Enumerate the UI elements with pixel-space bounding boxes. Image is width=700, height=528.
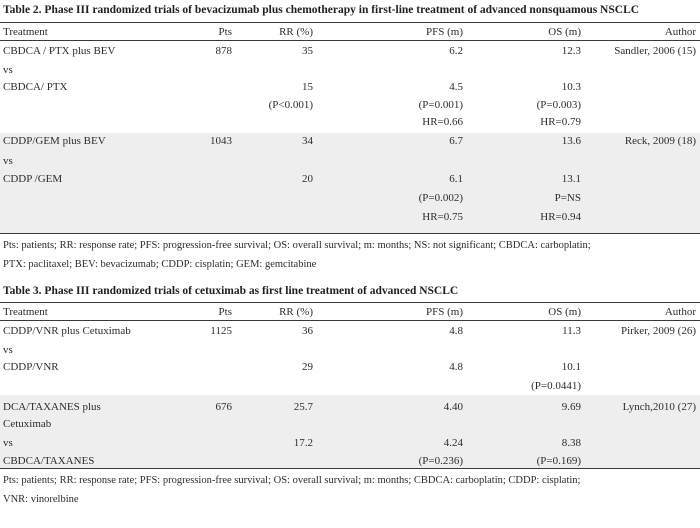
table2-row-6-treatment: vs xyxy=(3,155,13,167)
table2-row-7-os: 13.1 xyxy=(561,173,581,185)
table2-row-3-os: (P=0.003) xyxy=(536,99,581,111)
table3-header-rule xyxy=(0,320,700,321)
table2-bottom-rule xyxy=(0,233,700,234)
table2-row-3-pfs: (P=0.001) xyxy=(418,99,463,111)
table2-row-7-pfs: 6.1 xyxy=(449,173,463,185)
table3-row-4-author: Lynch,2010 (27) xyxy=(622,401,696,413)
table2-row-5-treatment: CDDP/GEM plus BEV xyxy=(3,135,106,147)
table3-row-4-os: 9.69 xyxy=(561,401,581,413)
table3-row-6-treatment: vs xyxy=(3,437,13,449)
table3-row-4-pts: 676 xyxy=(215,401,233,413)
table3-row-5-treatment: Cetuximab xyxy=(3,418,52,430)
table2-header-treatment: Treatment xyxy=(3,26,48,38)
table2-row-9-os: HR=0.94 xyxy=(540,211,581,223)
table2-footnote-line1: Pts: patients; RR: response rate; PFS: p… xyxy=(3,240,591,251)
table3-header-pts: Pts xyxy=(218,306,232,318)
table3-caption: Table 3. Phase III randomized trials of … xyxy=(3,285,459,297)
table3-row-0-treatment: CDDP/VNR plus Cetuximab xyxy=(3,325,131,337)
table2-row-4-os: HR=0.79 xyxy=(540,116,581,128)
table2-row-1-treatment: vs xyxy=(3,64,13,76)
table3-header-pfs: PFS (m) xyxy=(426,306,463,318)
table2-row-5-rr: 34 xyxy=(302,135,313,147)
table3-row-0-pts: 1125 xyxy=(210,325,232,337)
table2-row-8-pfs: (P=0.002) xyxy=(418,192,463,204)
table2-header-rule xyxy=(0,40,700,41)
table2-row-9-pfs: HR=0.75 xyxy=(422,211,463,223)
table2-top-rule xyxy=(0,22,700,23)
table2-row-0-pts: 878 xyxy=(215,45,233,57)
table2-header-pfs: PFS (m) xyxy=(426,26,463,38)
table3-shaded-group xyxy=(0,395,700,468)
table3-header-os: OS (m) xyxy=(548,306,581,318)
table3-row-7-pfs: (P=0.236) xyxy=(418,455,463,467)
table2-row-2-os: 10.3 xyxy=(561,81,581,93)
table2-row-5-pts: 1043 xyxy=(210,135,232,147)
table3-header-rr: RR (%) xyxy=(279,306,313,318)
table3-row-4-pfs: 4.40 xyxy=(443,401,463,413)
table3-row-2-rr: 29 xyxy=(302,361,313,373)
table2-row-0-author: Sandler, 2006 (15) xyxy=(614,45,696,57)
table3-row-6-os: 8.38 xyxy=(561,437,581,449)
table2-footnote-line2: PTX: paclitaxel; BEV: bevacizumab; CDDP:… xyxy=(3,259,317,270)
table2-row-5-os: 13.6 xyxy=(561,135,581,147)
table2-header-author: Author xyxy=(664,26,696,38)
table2-shaded-group xyxy=(0,133,700,233)
table2-row-2-treatment: CBDCA/ PTX xyxy=(3,81,68,93)
table2-row-7-rr: 20 xyxy=(302,173,313,185)
table3-row-7-os: (P=0.169) xyxy=(536,455,581,467)
table3-row-2-treatment: CDDP/VNR xyxy=(3,361,59,373)
table3-footnote: Pts: patients; RR: response rate; PFS: p… xyxy=(3,471,695,509)
table3-footnote-line1: Pts: patients; RR: response rate; PFS: p… xyxy=(3,475,581,486)
table2-row-2-pfs: 4.5 xyxy=(449,81,463,93)
table3-header-author: Author xyxy=(664,306,696,318)
table3-header-treatment: Treatment xyxy=(3,306,48,318)
table2-row-0-rr: 35 xyxy=(302,45,313,57)
table2-header-rr: RR (%) xyxy=(279,26,313,38)
table3-row-4-rr: 25.7 xyxy=(293,401,313,413)
table3-row-0-author: Pirker, 2009 (26) xyxy=(620,325,696,337)
table2-row-3-rr: (P<0.001) xyxy=(268,99,313,111)
table2-header-pts: Pts xyxy=(218,26,232,38)
table3-row-6-rr: 17.2 xyxy=(293,437,313,449)
table2-row-5-author: Reck, 2009 (18) xyxy=(624,135,696,147)
table2-row-5-pfs: 6.7 xyxy=(449,135,463,147)
table2-footnote: Pts: patients; RR: response rate; PFS: p… xyxy=(3,236,695,274)
table3-row-2-os: 10.1 xyxy=(561,361,581,373)
table3-bottom-rule xyxy=(0,468,700,469)
table3-row-0-os: 11.3 xyxy=(562,325,581,337)
table3-row-6-pfs: 4.24 xyxy=(443,437,463,449)
table2-row-0-os: 12.3 xyxy=(561,45,581,57)
table2-row-2-rr: 15 xyxy=(302,81,313,93)
table3-footnote-line2: VNR: vinorelbine xyxy=(3,494,79,505)
table3-row-2-pfs: 4.8 xyxy=(449,361,463,373)
table2-row-7-treatment: CDDP /GEM xyxy=(3,173,63,185)
table3-row-3-os: (P=0.0441) xyxy=(531,380,581,392)
table3-row-0-pfs: 4.8 xyxy=(449,325,463,337)
table2-caption: Table 2. Phase III randomized trials of … xyxy=(3,4,640,16)
table2-row-0-treatment: CBDCA / PTX plus BEV xyxy=(3,45,116,57)
table3-top-rule xyxy=(0,302,700,303)
table3-row-4-treatment: DCA/TAXANES plus xyxy=(3,401,101,413)
table2-row-4-pfs: HR=0.66 xyxy=(422,116,463,128)
table2-row-8-os: P=NS xyxy=(554,192,581,204)
table2-row-0-pfs: 6.2 xyxy=(449,45,463,57)
table2-header-os: OS (m) xyxy=(548,26,581,38)
table3-row-7-treatment: CBDCA/TAXANES xyxy=(3,455,95,467)
table3-row-1-treatment: vs xyxy=(3,344,13,356)
table3-row-0-rr: 36 xyxy=(302,325,313,337)
